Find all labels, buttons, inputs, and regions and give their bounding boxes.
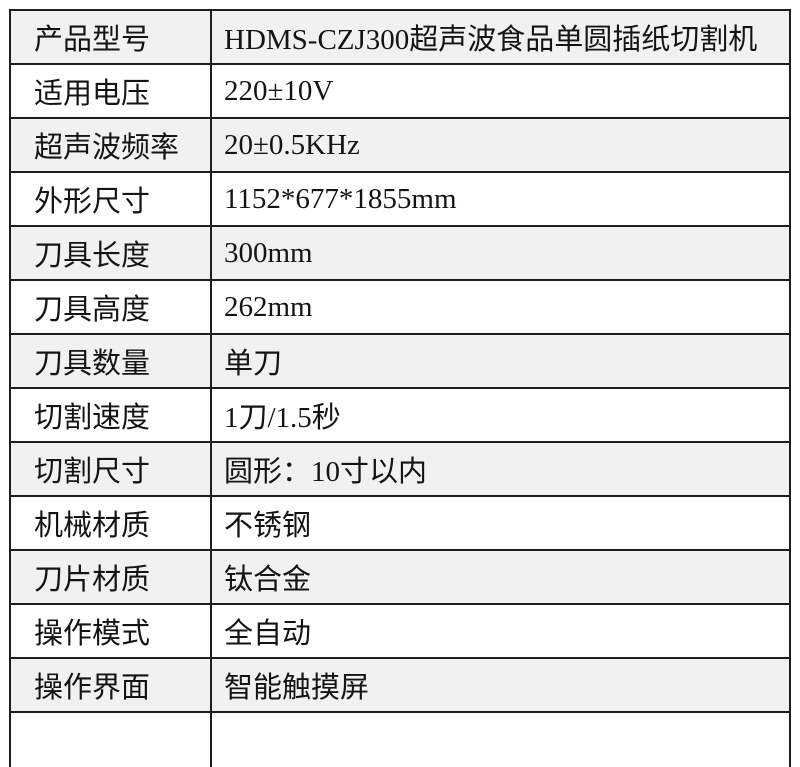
spec-label: 刀具高度 (11, 281, 212, 333)
spec-value: 单刀 (224, 348, 283, 380)
spec-value: HDMS-CZJ300超声波食品单圆插纸切割机 (224, 24, 758, 56)
spec-label: 刀片材质 (11, 551, 212, 603)
spec-label: 外形尺寸 (11, 173, 212, 225)
table-row: 刀片材质 钛合金 (11, 551, 789, 605)
spec-label: 刀具长度 (11, 227, 212, 279)
spec-label: 超声波频率 (11, 119, 212, 171)
table-row: 机械材质 不锈钢 (11, 497, 789, 551)
table-row: 刀具高度 262mm (11, 281, 789, 335)
spec-label: 操作界面 (11, 659, 212, 711)
table-row: 产品型号 HDMS-CZJ300超声波食品单圆插纸切割机 (11, 11, 789, 65)
spec-value: 圆形：10寸以内 (224, 456, 428, 488)
table-row: 切割尺寸 圆形：10寸以内 (11, 443, 789, 497)
spec-value: 全自动 (224, 618, 312, 650)
table-row: 刀具数量 单刀 (11, 335, 789, 389)
spec-table: 产品型号 HDMS-CZJ300超声波食品单圆插纸切割机 适用电压 220±10… (9, 9, 791, 767)
table-row: 超声波频率 20±0.5KHz (11, 119, 789, 173)
table-row: 切割速度 1刀/1.5秒 (11, 389, 789, 443)
table-row: 操作模式 全自动 (11, 605, 789, 659)
spec-value: 钛合金 (224, 564, 312, 596)
spec-value: 1刀/1.5秒 (224, 402, 341, 434)
spec-label: 机械材质 (11, 497, 212, 549)
spec-label: 切割速度 (11, 389, 212, 441)
spec-label (11, 713, 212, 767)
spec-value: 300mm (224, 236, 313, 269)
spec-value: 20±0.5KHz (224, 128, 360, 161)
table-row: 适用电压 220±10V (11, 65, 789, 119)
spec-label: 刀具数量 (11, 335, 212, 387)
spec-label: 操作模式 (11, 605, 212, 657)
spec-value: 智能触摸屏 (224, 672, 370, 704)
spec-value: 1152*677*1855mm (224, 182, 457, 215)
spec-value: 220±10V (224, 74, 334, 107)
spec-label: 切割尺寸 (11, 443, 212, 495)
spec-label: 产品型号 (11, 11, 212, 63)
spec-value: 不锈钢 (224, 510, 312, 542)
spec-value: 262mm (224, 290, 313, 323)
table-row: 外形尺寸 1152*677*1855mm (11, 173, 789, 227)
table-row (11, 713, 789, 767)
table-row: 刀具长度 300mm (11, 227, 789, 281)
spec-value (212, 713, 789, 767)
spec-label: 适用电压 (11, 65, 212, 117)
table-row: 操作界面 智能触摸屏 (11, 659, 789, 713)
